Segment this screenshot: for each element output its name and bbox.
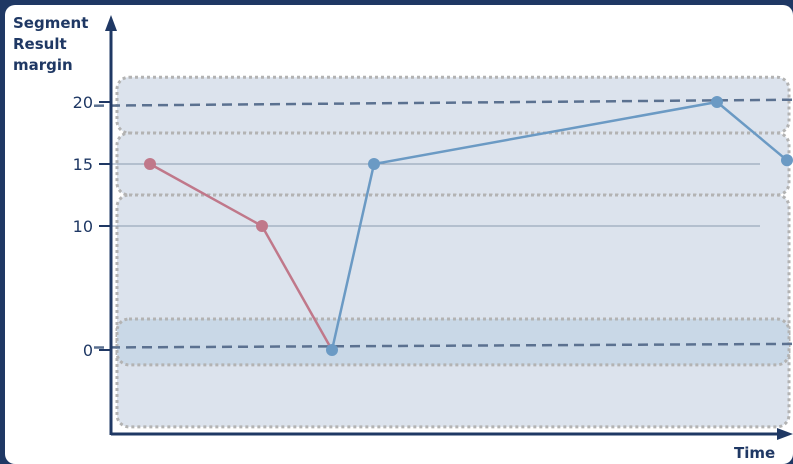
data-series (144, 96, 793, 356)
y-tick-labels: 20 15 10 0 (73, 93, 111, 360)
zone-bands (115, 75, 791, 429)
y-tick-label-15: 15 (73, 155, 93, 174)
series-2-point-3 (711, 96, 723, 108)
zone-band-3 (115, 193, 791, 429)
x-axis-label: Time (734, 444, 775, 462)
reference-line-2 (93, 342, 793, 349)
y-tick-label-0: 0 (83, 341, 93, 360)
reference-lines (93, 98, 793, 349)
y-tick-label-20: 20 (73, 93, 93, 112)
x-axis-arrow (777, 428, 793, 440)
y-axis-label-line-3: margin (13, 56, 73, 74)
chart-panel: Segment Result margin 20 15 10 0 Time (5, 5, 793, 464)
series-1-point-2 (256, 220, 268, 232)
series-2-point-4 (781, 154, 793, 167)
line-chart: Segment Result margin 20 15 10 0 Time (13, 14, 793, 462)
series-2-point-1 (326, 344, 338, 356)
zone-band-1 (115, 75, 791, 135)
series-2-point-2 (368, 158, 380, 170)
series-1-point-1 (144, 158, 156, 170)
y-axis-label-line-2: Result (13, 35, 67, 53)
zone-band-4 (115, 317, 791, 367)
y-axis-arrow (105, 15, 117, 31)
series-2-line (330, 100, 788, 351)
y-tick-label-10: 10 (73, 217, 93, 236)
y-axis-label-line-1: Segment (13, 14, 88, 32)
reference-line-1 (93, 98, 793, 107)
gridlines (111, 163, 760, 227)
